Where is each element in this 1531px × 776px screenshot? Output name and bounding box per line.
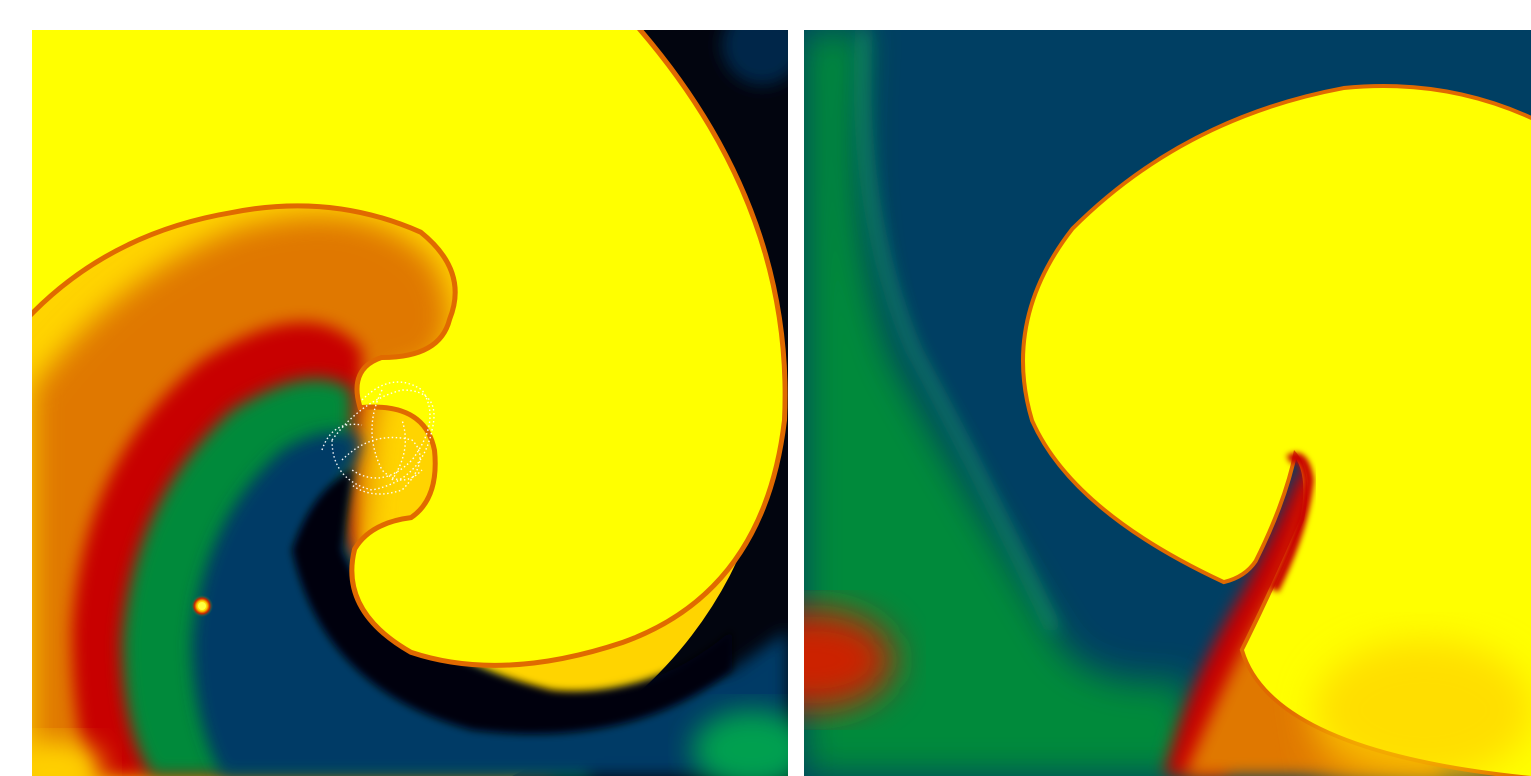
spiral-wave-field-right: [804, 30, 1531, 776]
spiral-wave-field-left: [32, 30, 788, 776]
simulation-panel-right: [804, 30, 1531, 776]
trajectory-trace: [321, 381, 435, 495]
green-region: [804, 30, 1204, 776]
yellow-spiral-lobe: [32, 30, 788, 668]
yellow-wavefront: [1021, 84, 1531, 776]
simulation-panel-left: [32, 30, 788, 776]
curled-tip: [1269, 452, 1315, 593]
tail-region: [1164, 460, 1318, 776]
